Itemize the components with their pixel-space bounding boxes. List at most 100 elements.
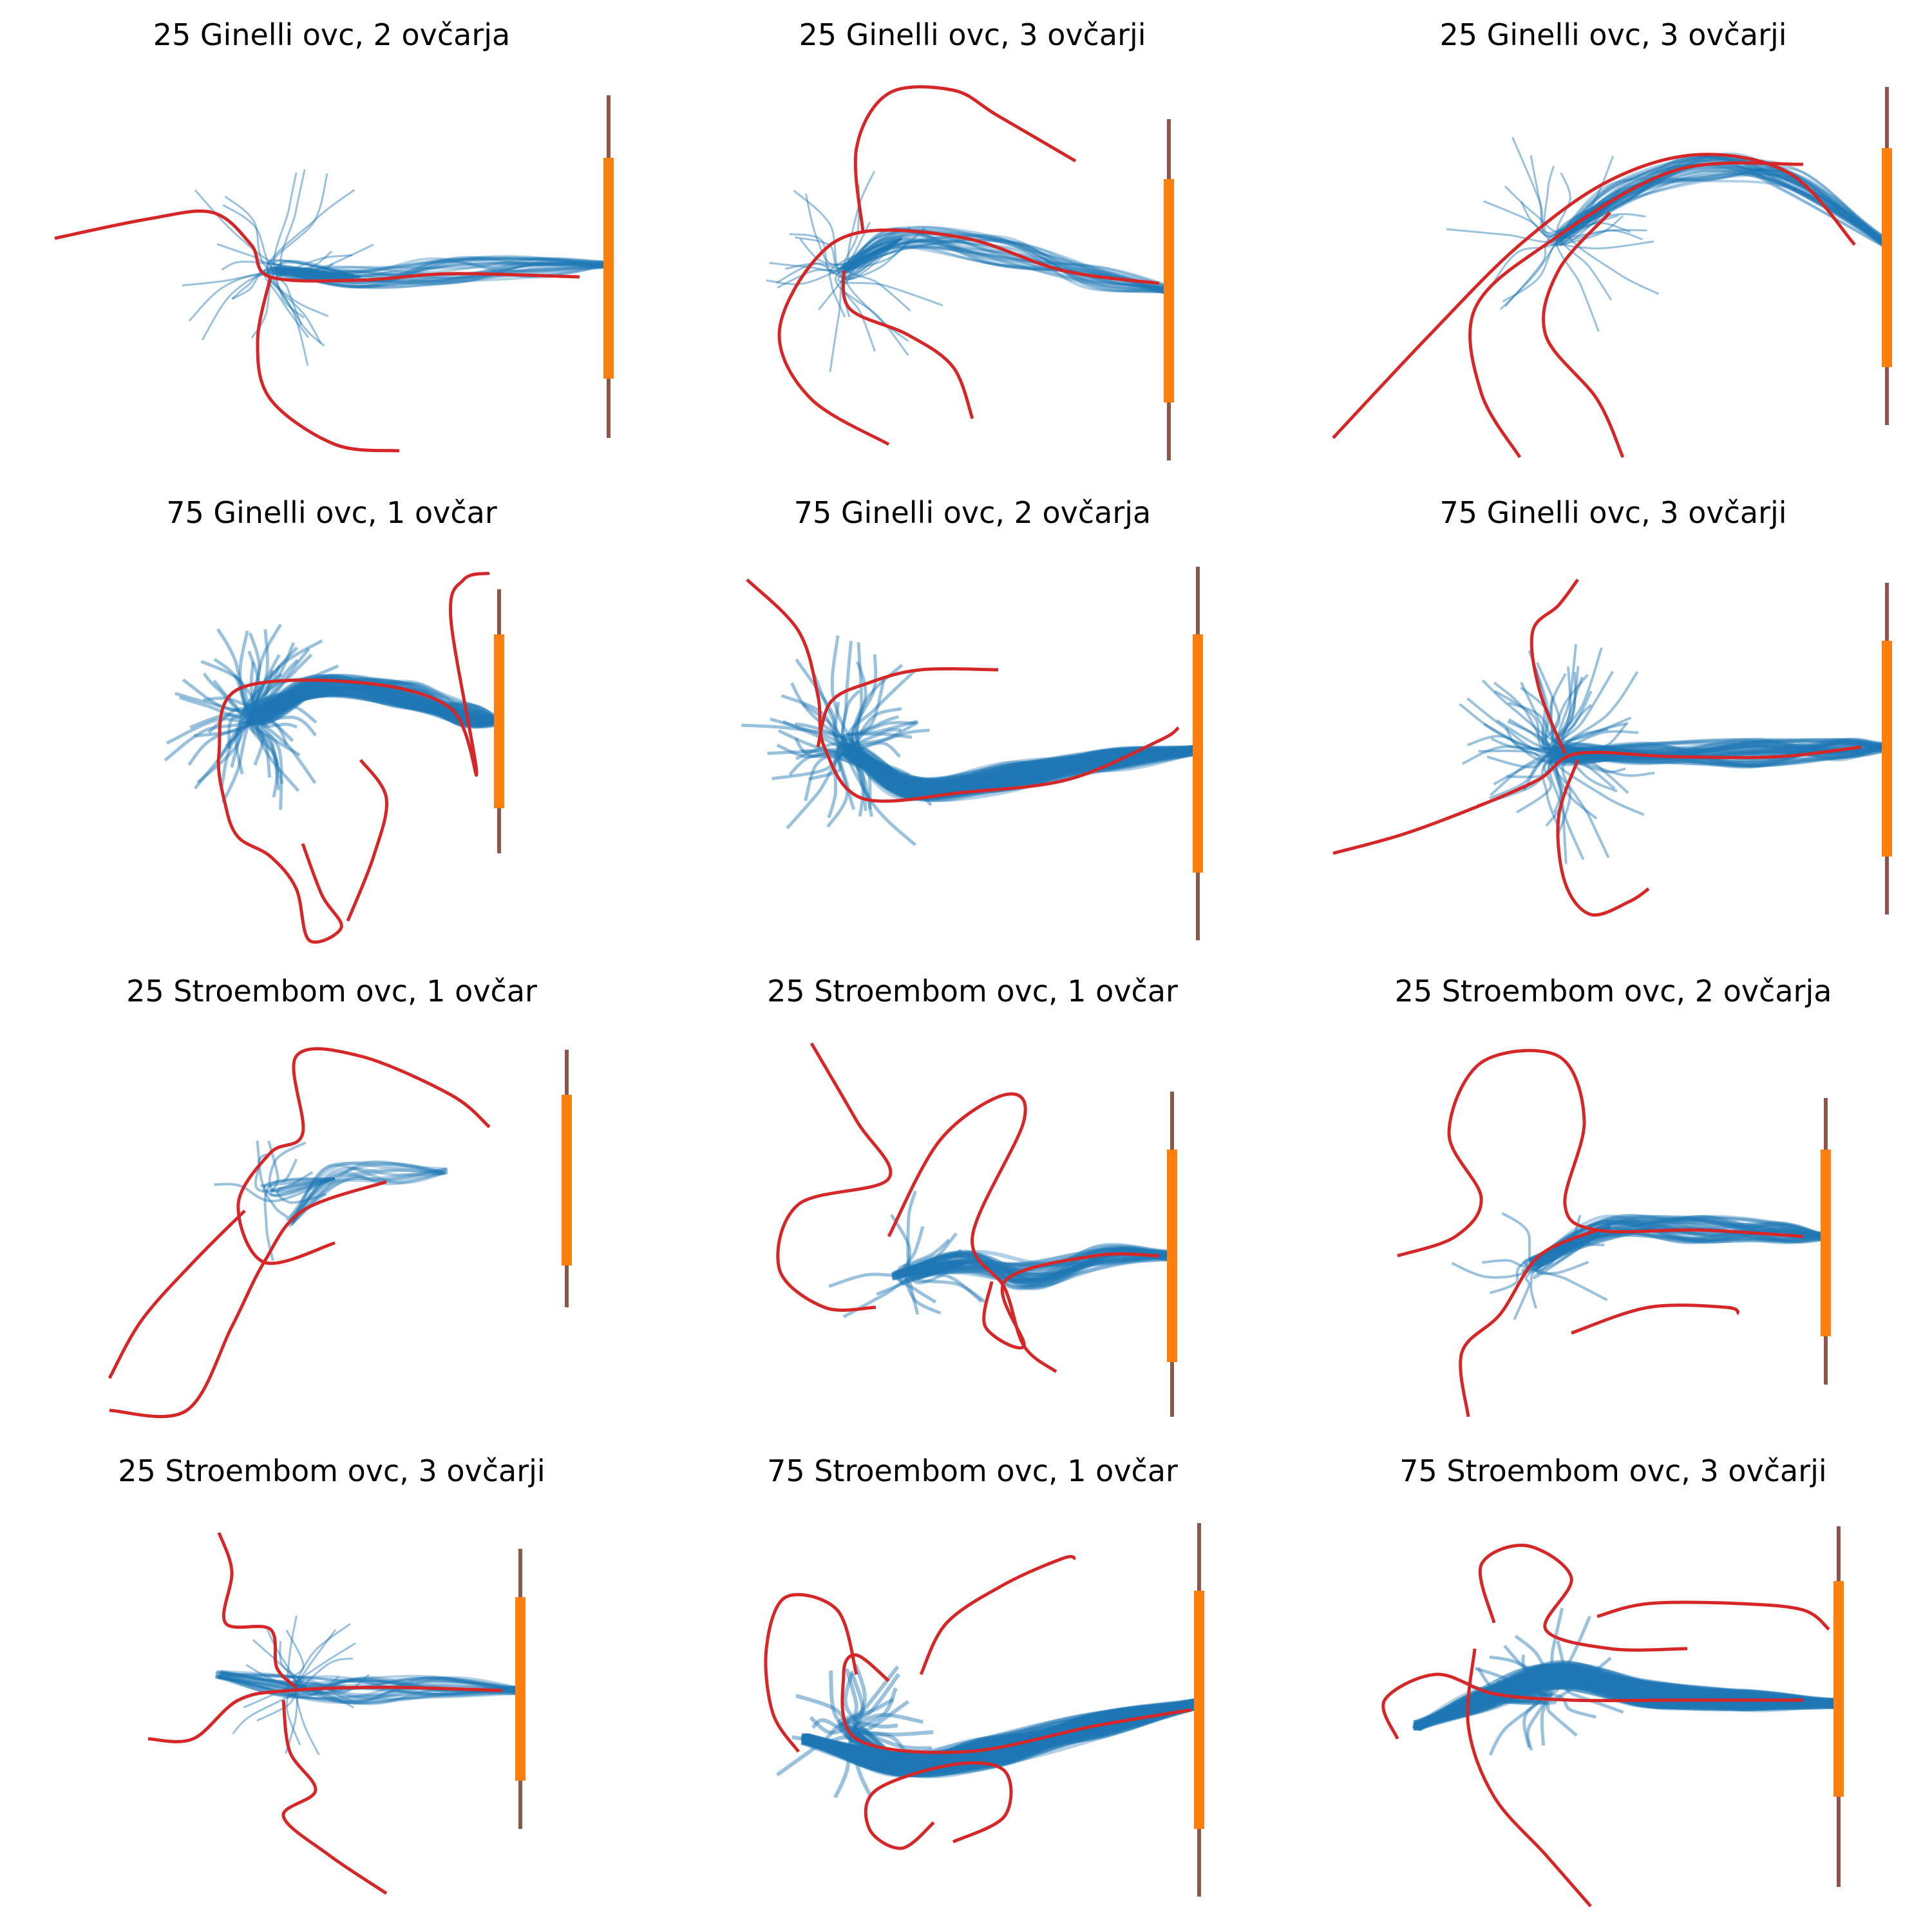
dog-path [776,1042,893,1312]
sheep-path [1504,185,1624,234]
sheep-path [847,746,1198,785]
sheep-path [1505,727,1649,759]
sheep-path [276,262,611,279]
sheep-path [848,746,1202,787]
sheep-path [1419,1670,1837,1727]
sheep-path [254,675,501,721]
sheep-path [1413,1681,1837,1728]
sheep-path [847,171,902,269]
sheep-path [793,189,902,279]
sheep-path [1414,1664,1840,1727]
panel-title: 25 Ginelli ovc, 2 ovčarja [153,17,511,52]
sheep-path [851,745,1196,791]
sheep-path [1417,1668,1836,1725]
sheep-path [1555,192,1646,247]
sheep-path [227,684,323,749]
sheep-path [1415,1681,1838,1726]
sheep-path [840,228,1171,292]
sheep-path [1558,192,1624,301]
sheep-path [905,1260,967,1315]
sheep-path [252,623,323,717]
sheep-path [1417,1682,1839,1731]
sheep-path [847,745,1195,791]
sheep-path [1414,1666,1842,1730]
sheep-path [847,744,1195,794]
sheep-path [1413,1666,1842,1728]
sheep-path [852,747,1198,786]
sheep-path [802,1698,1200,1769]
sheep-path [1560,738,1889,760]
sheep-path [852,746,1198,787]
sheep-path [790,682,916,791]
sheep-path [1555,746,1649,864]
sheep-path [802,1698,1197,1761]
sheep-path [252,678,501,721]
sheep-path [1418,1678,1836,1725]
sheep-path [175,684,323,714]
sheep-path [272,251,361,278]
panel-title: 25 Stroembom ovc, 1 ovčar [767,974,1178,1009]
sheep-path [251,677,500,724]
sheep-path [283,243,374,278]
sheep-path [853,752,916,817]
sheep-path [256,694,497,722]
sheep-path [805,1702,1201,1763]
dog-trajectories [1397,1048,1804,1417]
sheep-path [255,685,499,727]
sheep-path [255,681,500,723]
sheep-path [842,236,1173,295]
sheep-path [848,748,1200,793]
sheep-path [808,1699,1201,1763]
sheep-path [844,1730,934,1766]
sheep-path [1554,158,1891,245]
sheep-path [216,628,323,723]
sheep-path [1417,1671,1838,1728]
sheep-path [1525,1226,1611,1302]
sheep-path [800,1700,1197,1763]
sheep-path [842,238,1172,288]
sheep-trajectories [741,635,1202,847]
sheep-path [1415,1685,1838,1729]
sheep-path [804,193,902,267]
sheep-path [1555,744,1890,764]
sheep-path [251,679,497,724]
sheep-path [188,272,361,322]
sheep-path [1412,1665,1842,1727]
sheep-path [803,1701,1201,1773]
sheep-path [279,261,610,283]
sheep-path [1419,1663,1842,1728]
sheep-path [900,1248,967,1285]
sheep-path [1418,1673,1842,1732]
sheep-path [1531,1215,1825,1261]
sheep-path [1417,1663,1837,1727]
sheep-path [182,678,323,712]
sheep-path [1413,1676,1836,1731]
sheep-path [1533,1217,1830,1261]
sheep-path [289,1168,443,1222]
dog-path [1332,745,1862,855]
sheep-path [254,684,323,724]
panel-title: 25 Stroembom ovc, 2 ovčarja [1395,974,1832,1009]
sheep-path [1530,1216,1824,1262]
sheep-path [1556,744,1889,759]
sheep-path [807,1698,1202,1776]
sheep-path [295,1623,351,1688]
sheep-path [1561,741,1888,768]
sheep-path [276,266,609,288]
sheep-path [851,746,1201,791]
sheep-path [1416,1664,1842,1727]
sheep-path [179,684,323,722]
sheep-path [849,748,1195,800]
sheep-path [852,748,1196,797]
sheep-path [803,1702,1197,1761]
sheep-path [794,722,916,790]
sheep-path [851,748,1198,781]
sheep-path [893,1247,1173,1278]
sheep-path [218,1674,519,1695]
sheep-path [274,256,605,274]
sheep-path [1416,1663,1839,1727]
sheep-path [1531,1214,1824,1265]
sheep-path [771,750,916,791]
sheep-path [895,1248,1171,1284]
sheep-path [1535,1222,1827,1263]
